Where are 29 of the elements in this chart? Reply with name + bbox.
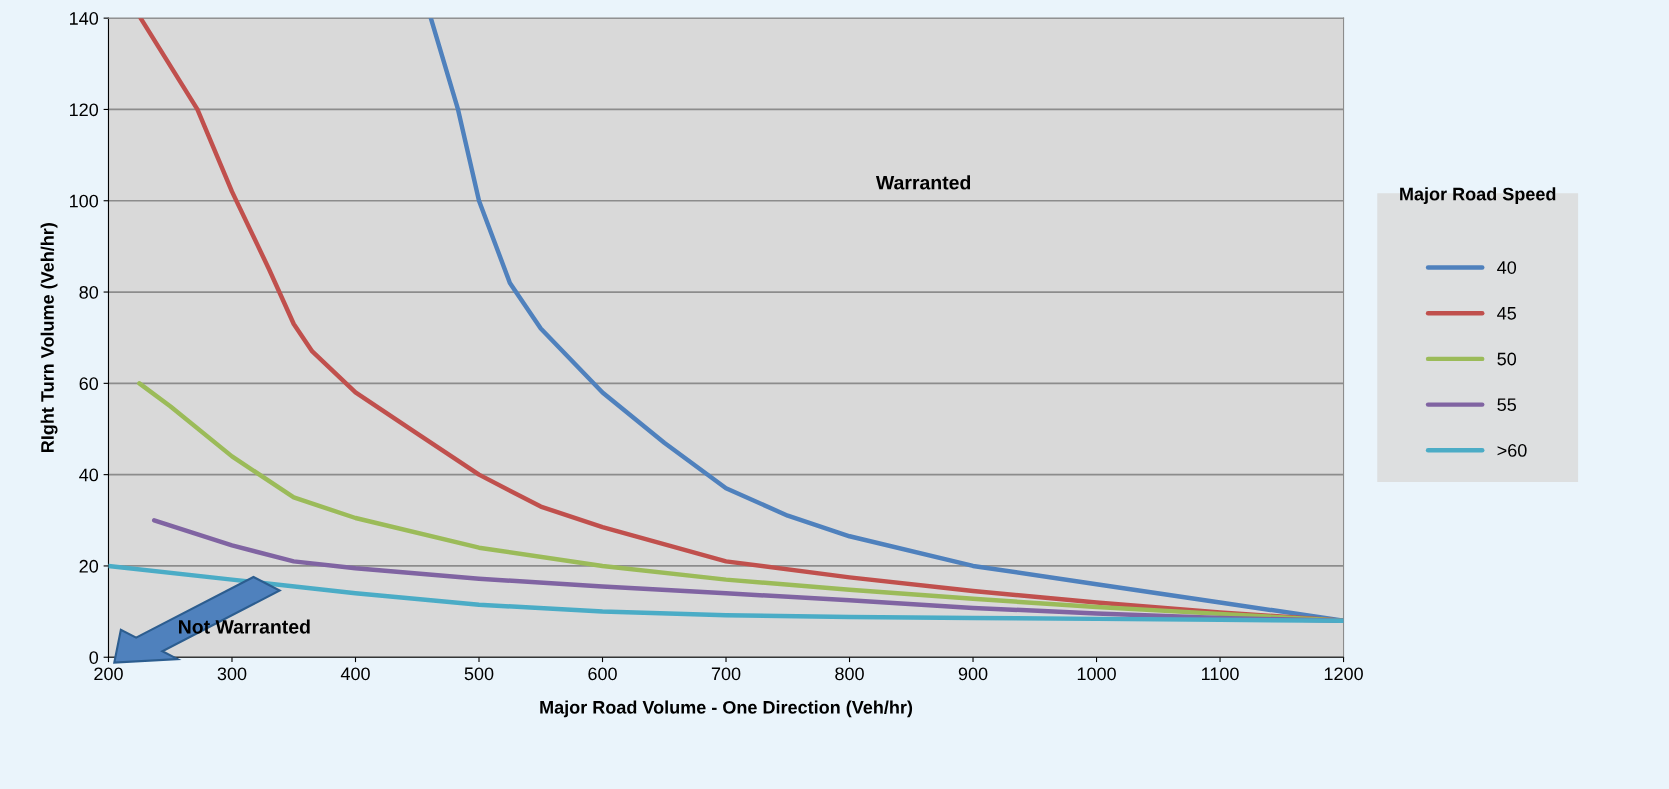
x-tick-label: 200	[94, 667, 123, 681]
legend-title: Major Road Speed	[1400, 187, 1556, 205]
x-tick-label: 700	[711, 667, 741, 681]
x-tick-label: 300	[217, 667, 247, 681]
x-tick-label: 1100	[1202, 667, 1239, 681]
y-tick-label: 0	[89, 651, 99, 664]
legend-label: 50	[1497, 352, 1517, 366]
legend-label: 55	[1497, 398, 1517, 412]
x-tick-label: 900	[958, 667, 988, 681]
y-tick-label: 80	[79, 285, 99, 299]
x-tick-label: 400	[340, 667, 370, 681]
legend-label: >60	[1497, 444, 1527, 457]
x-axis-title: Major Road Volume - One Direction (Veh/hr)	[540, 700, 913, 718]
legend-label: 45	[1497, 307, 1517, 320]
annotation: Warranted	[875, 175, 971, 190]
x-tick-label: 600	[588, 667, 617, 681]
y-tick-label: 100	[70, 194, 99, 208]
y-tick-label: 60	[79, 377, 99, 391]
x-tick-label: 1000	[1077, 667, 1116, 681]
x-tick-label: 1200	[1324, 667, 1363, 681]
x-tick-label: 500	[464, 667, 494, 681]
y-axis-title: RIght Turn Volume (Veh/hr)	[40, 223, 58, 453]
y-tick-label: 140	[70, 12, 99, 25]
y-tick-label: 20	[79, 559, 99, 573]
legend-label: 40	[1497, 261, 1517, 274]
y-tick-label: 120	[70, 103, 99, 117]
annotation: Not Warranted	[179, 619, 310, 634]
x-tick-label: 800	[835, 667, 864, 681]
y-tick-label: 40	[79, 468, 99, 482]
